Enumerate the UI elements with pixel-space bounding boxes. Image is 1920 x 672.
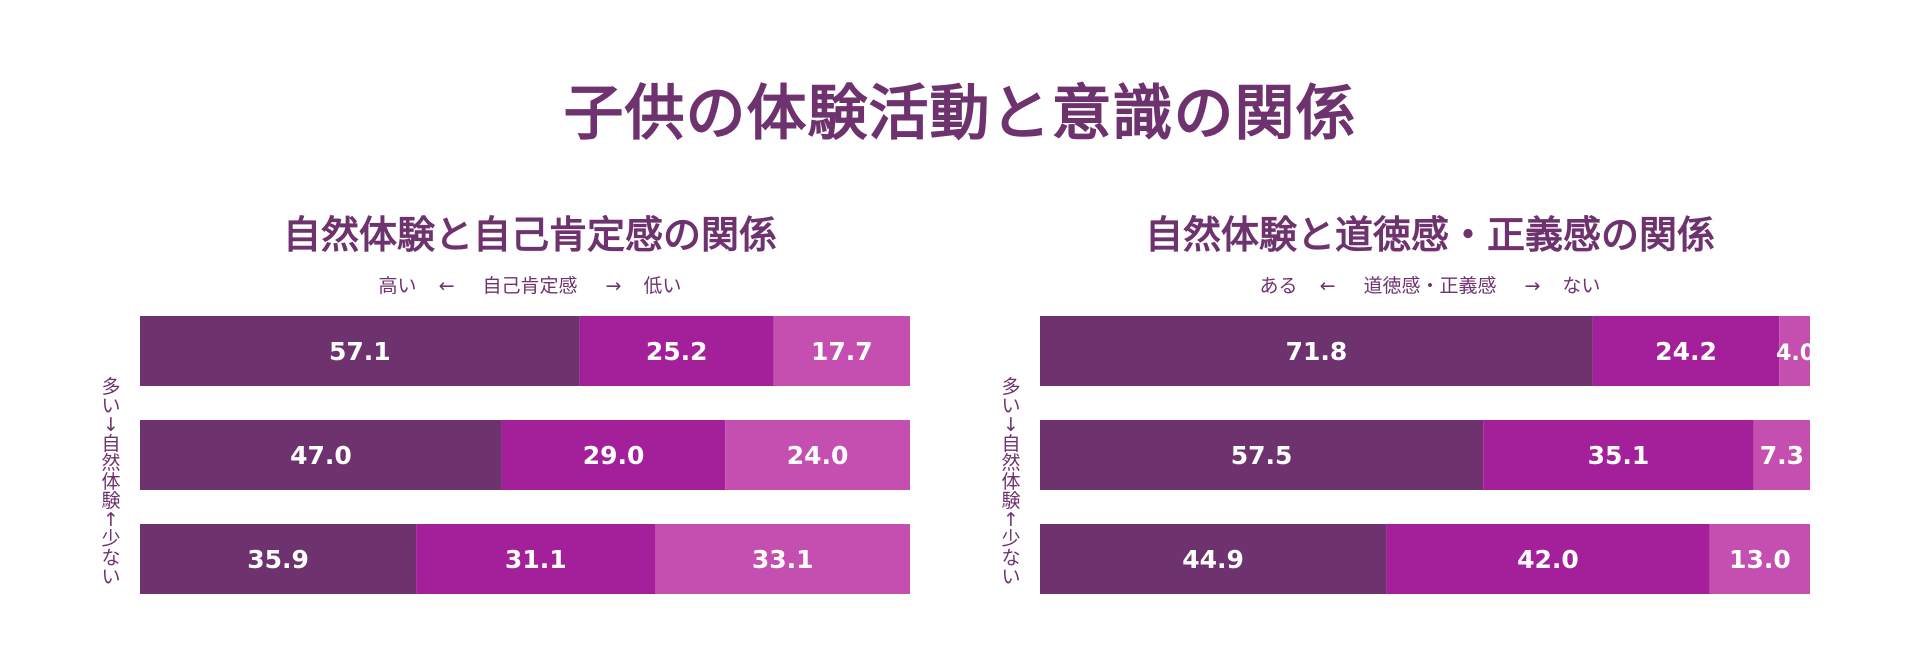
axis-char: 然	[101, 451, 121, 474]
scale-left-label: 高い	[378, 275, 417, 297]
arrow-right-icon: →	[1524, 275, 1541, 297]
data-label-2-3: 7.3	[1760, 441, 1804, 470]
bar-segment-1-1	[140, 316, 580, 386]
stacked-bar-chart-self-esteem: 57.1 25.2 17.7 47.0 29.0 24.0 35.9 31.1 33.1	[140, 316, 910, 594]
bar-segment-2-1	[1040, 420, 1484, 490]
axis-char: い	[1001, 394, 1021, 417]
scale-left-label: ある	[1259, 275, 1298, 297]
data-label-1-3: 17.7	[811, 337, 873, 366]
axis-char: な	[101, 546, 121, 569]
data-label-3-1: 35.9	[247, 545, 309, 574]
axis-char: 体	[1001, 470, 1021, 493]
axis-char: 自	[101, 432, 121, 455]
data-label-1-1: 57.1	[329, 337, 391, 366]
data-label-3-2: 42.0	[1517, 545, 1579, 574]
data-label-2-2: 29.0	[583, 441, 645, 470]
axis-char: い	[101, 394, 121, 417]
arrow-down-icon: ↓	[1003, 413, 1019, 436]
bar-segment-3-3	[1709, 524, 1810, 594]
data-label-2-1: 47.0	[290, 441, 352, 470]
data-label-2-1: 57.5	[1231, 441, 1293, 470]
data-label-1-1: 71.8	[1286, 337, 1348, 366]
bar-segment-3-1	[140, 524, 417, 594]
bar-segment-2-2	[1483, 420, 1754, 490]
bar-segment-3-2	[416, 524, 656, 594]
axis-char: い	[101, 565, 121, 588]
bar-segment-3-2	[1386, 524, 1710, 594]
arrow-up-icon: ↑	[103, 508, 119, 531]
bar-row-2: 57.5 35.1 7.3	[1040, 420, 1810, 490]
bar-segment-3-3	[655, 524, 910, 594]
arrow-right-icon: →	[605, 275, 622, 297]
y-axis-label: 多 い ↓ 自 然 体 験 ↑ 少 な い	[98, 342, 124, 622]
chart-title: 自然体験と道徳感・正義感の関係	[1144, 213, 1715, 257]
data-label-3-1: 44.9	[1182, 545, 1244, 574]
bar-segment-1-3	[1779, 316, 1810, 386]
axis-char: 少	[101, 527, 121, 550]
bar-row-3: 44.9 42.0 13.0	[1040, 524, 1810, 594]
data-label-3-3: 33.1	[752, 545, 814, 574]
chart-panel-self-esteem: 自然体験と自己肯定感の関係 高い ← 自己肯定感 → 低い 多 い ↓ 自 然 体 験 …	[80, 210, 980, 630]
axis-char: 験	[1001, 489, 1021, 512]
bar-segment-2-3	[1753, 420, 1810, 490]
axis-char: い	[1001, 565, 1021, 588]
axis-char: 験	[101, 489, 121, 512]
axis-char: 体	[101, 470, 121, 493]
y-axis-label: 多 い ↓ 自 然 体 験 ↑ 少 な い	[998, 342, 1024, 622]
data-label-2-2: 35.1	[1588, 441, 1650, 470]
axis-char: な	[1001, 546, 1021, 569]
chart-title: 自然体験と自己肯定感の関係	[282, 213, 777, 257]
data-label-3-2: 31.1	[505, 545, 567, 574]
bar-row-3: 35.9 31.1 33.1	[140, 524, 910, 594]
scale-legend: ある ← 道徳感・正義感 → ない	[1040, 273, 1820, 299]
scale-center-label: 道徳感・正義感	[1363, 275, 1497, 297]
axis-char: 自	[1001, 432, 1021, 455]
bar-segment-2-1	[140, 420, 502, 490]
bar-segment-1-3	[773, 316, 910, 386]
chart-panel-morality: 自然体験と道徳感・正義感の関係 ある ← 道徳感・正義感 → ない 多 い ↓ 自 然 …	[980, 210, 1880, 630]
page-title: 子供の体験活動と意識の関係	[563, 79, 1357, 149]
axis-char: 少	[1001, 527, 1021, 550]
data-label-1-3: 4.0	[1776, 341, 1810, 366]
axis-char: 然	[1001, 451, 1021, 474]
axis-char: 多	[101, 375, 121, 398]
data-label-1-2: 24.2	[1655, 337, 1717, 366]
arrow-left-icon: ←	[1319, 275, 1336, 297]
bar-row-1: 57.1 25.2 17.7	[140, 316, 910, 386]
arrow-up-icon: ↑	[1003, 508, 1019, 531]
scale-right-label: 低い	[643, 275, 682, 297]
scale-right-label: ない	[1562, 275, 1601, 297]
data-label-3-3: 13.0	[1729, 545, 1791, 574]
stacked-bar-chart-morality: 71.8 24.2 4.0 57.5 35.1 7.3 44.9 42.0 13.0	[1040, 316, 1810, 594]
arrow-down-icon: ↓	[103, 413, 119, 436]
bar-segment-1-2	[579, 316, 774, 386]
bar-segment-2-3	[725, 420, 910, 490]
bar-segment-2-2	[501, 420, 726, 490]
data-label-2-3: 24.0	[787, 441, 849, 470]
data-label-1-2: 25.2	[646, 337, 708, 366]
bar-segment-1-1	[1040, 316, 1593, 386]
bar-row-1: 71.8 24.2 4.0	[1040, 316, 1810, 386]
scale-legend: 高い ← 自己肯定感 → 低い	[140, 273, 920, 299]
axis-char: 多	[1001, 375, 1021, 398]
bar-segment-3-1	[1040, 524, 1387, 594]
bar-row-2: 47.0 29.0 24.0	[140, 420, 910, 490]
arrow-left-icon: ←	[438, 275, 455, 297]
scale-center-label: 自己肯定感	[482, 275, 578, 297]
bar-segment-1-2	[1592, 316, 1780, 386]
